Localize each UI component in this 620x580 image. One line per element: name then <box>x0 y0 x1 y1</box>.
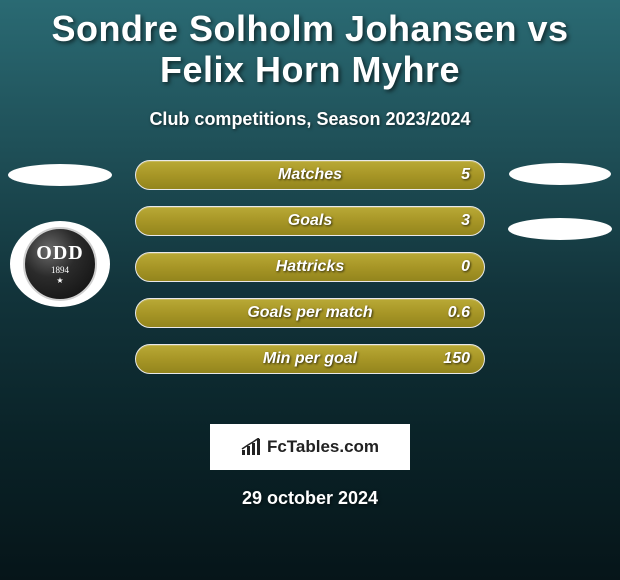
stat-row-goals-per-match: Goals per match 0.6 <box>135 298 485 328</box>
stats-area: ODD 1894 ★ Matches 5 Goals 3 Hattricks 0… <box>0 160 620 410</box>
stat-value: 0 <box>461 258 470 276</box>
player-right-placeholder-1 <box>509 163 611 185</box>
generated-date: 29 october 2024 <box>0 488 620 509</box>
badge-name: ODD <box>36 243 83 263</box>
stat-row-goals: Goals 3 <box>135 206 485 236</box>
right-player-column <box>500 160 620 240</box>
stat-label: Goals <box>288 212 332 230</box>
club-badge-odd: ODD 1894 ★ <box>10 221 110 307</box>
chart-icon <box>241 438 263 456</box>
stat-row-matches: Matches 5 <box>135 160 485 190</box>
badge-star-icon: ★ <box>56 276 63 285</box>
stat-value: 0.6 <box>448 304 470 322</box>
brand-text: FcTables.com <box>267 437 379 457</box>
stats-bars: Matches 5 Goals 3 Hattricks 0 Goals per … <box>135 160 485 390</box>
stat-row-hattricks: Hattricks 0 <box>135 252 485 282</box>
stat-label: Hattricks <box>276 258 344 276</box>
player-left-placeholder <box>8 164 112 186</box>
stat-value: 150 <box>443 350 470 368</box>
season-subtitle: Club competitions, Season 2023/2024 <box>0 109 620 130</box>
stat-value: 5 <box>461 166 470 184</box>
badge-year: 1894 <box>51 265 69 275</box>
player-right-placeholder-2 <box>508 218 612 240</box>
stat-label: Matches <box>278 166 342 184</box>
comparison-title: Sondre Solholm Johansen vs Felix Horn My… <box>0 0 620 91</box>
left-player-column: ODD 1894 ★ <box>0 160 120 307</box>
stat-row-min-per-goal: Min per goal 150 <box>135 344 485 374</box>
stat-label: Goals per match <box>247 304 372 322</box>
stat-label: Min per goal <box>263 350 357 368</box>
stat-value: 3 <box>461 212 470 230</box>
brand-watermark: FcTables.com <box>210 424 410 470</box>
